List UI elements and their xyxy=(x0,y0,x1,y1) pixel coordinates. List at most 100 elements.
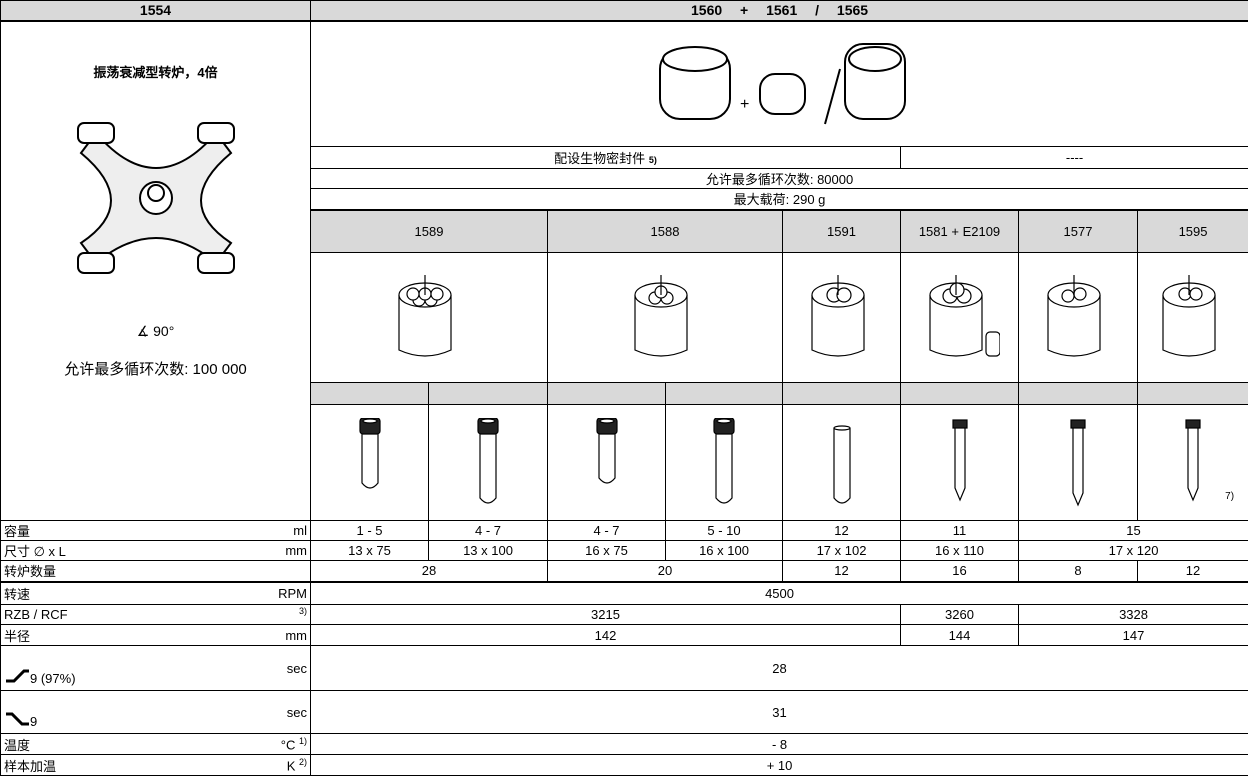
table-cell xyxy=(1018,382,1138,405)
graphic xyxy=(661,45,728,72)
graphic xyxy=(1162,275,1216,357)
graphic xyxy=(1073,287,1087,301)
cell-text: 28 xyxy=(309,645,1248,691)
cell-text: RZB / RCF xyxy=(0,604,241,625)
graphic xyxy=(810,295,865,357)
graphic xyxy=(1047,275,1101,357)
graphic: 9 sec 31 xyxy=(0,690,1248,734)
cell-text: 12 xyxy=(1136,560,1248,582)
tube-image xyxy=(665,404,783,521)
graphic xyxy=(1187,427,1199,502)
graphic xyxy=(406,287,420,301)
cell-text: 温度 xyxy=(0,733,241,755)
cell-text: 12 xyxy=(782,520,901,541)
bucket-images: + xyxy=(309,20,1248,147)
tube-image xyxy=(782,404,901,521)
graphic xyxy=(1070,418,1086,429)
cell-text: 5 - 10 xyxy=(665,520,783,541)
graphic: ∡ xyxy=(136,322,154,339)
cell-text: 144 xyxy=(900,624,1019,646)
graphic xyxy=(480,417,496,424)
graphic xyxy=(810,275,865,357)
cell-text: 3328 xyxy=(1017,604,1248,625)
table-cell xyxy=(310,382,429,405)
graphic xyxy=(951,418,968,502)
graphic xyxy=(1185,418,1201,502)
cell-text: 16 x 110 xyxy=(900,540,1019,561)
graphic xyxy=(1162,295,1216,357)
graphic: 温度 °C 1) - 8 xyxy=(0,733,1248,755)
graphic: + xyxy=(740,96,749,113)
graphic xyxy=(810,275,865,357)
tube-image xyxy=(1018,404,1138,521)
cell-text: sec xyxy=(240,645,311,691)
graphic xyxy=(6,669,29,683)
table-cell: 3) xyxy=(240,604,311,625)
graphic xyxy=(984,331,1000,357)
cell-text: sec xyxy=(240,690,311,734)
cell-text: ml xyxy=(240,520,311,541)
graphic xyxy=(928,295,983,357)
table-cell xyxy=(1136,382,1248,405)
cell-text: 容量 xyxy=(0,520,241,541)
rotor-cell: 振荡衰减型转炉，4倍 ∡ 90° 允许最多循环次数: 100 000 xyxy=(0,20,311,521)
tube-image xyxy=(900,404,1019,521)
rotor-title: 振荡衰减型转炉，4倍 xyxy=(93,64,218,80)
cell-text: 147 xyxy=(1017,624,1248,646)
rotor-number: 1554 xyxy=(0,0,311,22)
graphic: + xyxy=(658,42,906,125)
graphic xyxy=(713,417,735,504)
graphic xyxy=(1185,418,1201,502)
tube-note: 7) xyxy=(1225,491,1235,502)
rotor-drawing xyxy=(76,121,235,274)
cell-text: 16 x 100 xyxy=(665,540,783,561)
graphic: 转速 RPM 4500 xyxy=(0,580,1248,605)
graphic xyxy=(595,417,618,484)
rotor-cycles: 允许最多循环次数: 100 000 xyxy=(64,360,247,378)
cell-text: 3260 xyxy=(900,604,1019,625)
cell-text: 9 xyxy=(30,714,38,729)
graphic xyxy=(634,275,688,357)
graphic xyxy=(196,121,235,144)
adapter-image xyxy=(310,252,548,383)
cell-text: RPM xyxy=(240,580,311,605)
graphic xyxy=(595,417,618,484)
graphic xyxy=(847,45,902,72)
graphic xyxy=(716,417,732,424)
graphic xyxy=(634,295,688,357)
cell-text: 1595 xyxy=(1136,208,1248,253)
graphic: + xyxy=(658,42,906,125)
graphic xyxy=(598,417,615,424)
graphic xyxy=(1070,418,1086,507)
cell-text: 尺寸 ∅ x L xyxy=(0,540,241,561)
graphic xyxy=(951,418,968,502)
graphic xyxy=(398,295,452,357)
cell-text: 1) xyxy=(298,735,307,746)
graphic xyxy=(1061,289,1075,303)
cell-text: 16 x 75 xyxy=(547,540,666,561)
table-cell xyxy=(240,560,311,582)
cell-text: - 8 xyxy=(309,733,1248,755)
graphic xyxy=(196,251,235,274)
graphic xyxy=(358,417,381,489)
table-cell xyxy=(428,382,548,405)
graphic xyxy=(477,417,499,504)
graphic xyxy=(823,68,841,125)
graphic xyxy=(1072,427,1084,507)
table-cell: °C 1) xyxy=(240,733,311,755)
cell-text: 转炉数量 xyxy=(0,560,241,582)
graphic xyxy=(715,427,733,504)
cell-text: 3215 xyxy=(310,604,901,625)
graphic xyxy=(76,251,115,274)
cell-text: 11 xyxy=(900,520,1019,541)
cell-text: 1577 xyxy=(1018,208,1138,253)
cell-text: 2) xyxy=(298,756,307,767)
cell-text: 31 xyxy=(309,690,1248,734)
cell-text: 13 x 75 xyxy=(310,540,429,561)
graphic xyxy=(398,275,452,357)
table-cell: 9 xyxy=(0,690,241,734)
graphic xyxy=(832,424,851,504)
